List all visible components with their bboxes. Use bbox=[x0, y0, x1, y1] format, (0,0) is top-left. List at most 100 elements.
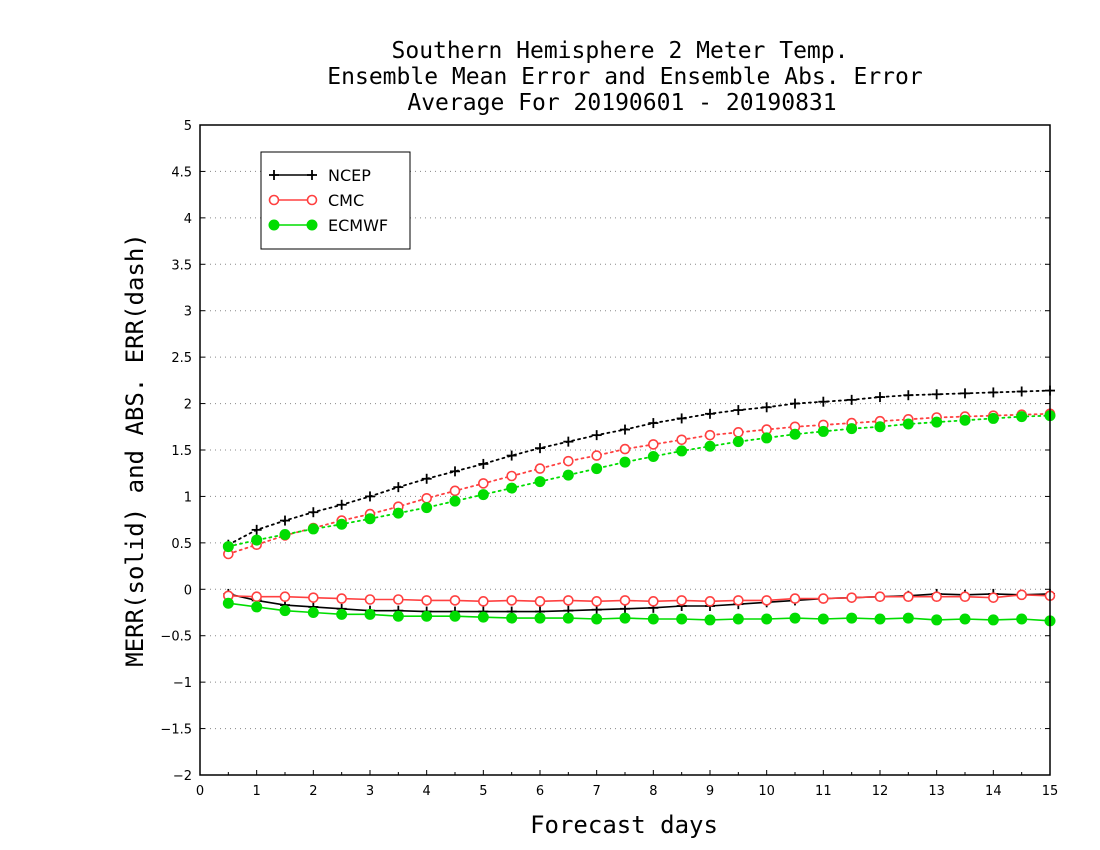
legend: NCEP CMC ECMWF bbox=[260, 151, 411, 250]
ecmwf-abs-err-point bbox=[874, 421, 886, 433]
ecmwf-abs-err-point bbox=[789, 428, 801, 440]
ecmwf-merr-point bbox=[817, 613, 829, 625]
cmc-merr-point bbox=[279, 591, 291, 603]
cmc-merr-point bbox=[619, 595, 631, 606]
ecmwf-abs-err-point bbox=[279, 529, 291, 540]
ecmwf-abs-err-point bbox=[647, 451, 659, 462]
ecmwf-abs-err-point bbox=[591, 463, 603, 475]
y-tick-label: −1.5 bbox=[160, 723, 192, 738]
ecmwf-merr-point bbox=[874, 613, 886, 625]
cmc-merr-point bbox=[308, 592, 319, 603]
ecmwf-merr-line bbox=[228, 602, 1051, 622]
legend-marker-cmc-start bbox=[268, 194, 280, 206]
x-tick-label: 8 bbox=[649, 784, 657, 799]
cmc-abs-err-point bbox=[591, 450, 602, 461]
cmc-merr-point bbox=[591, 596, 602, 607]
ecmwf-abs-err-point bbox=[421, 502, 433, 514]
cmc-merr-point bbox=[676, 595, 687, 606]
cmc-merr-point bbox=[364, 594, 376, 605]
cmc-merr-point bbox=[421, 595, 432, 606]
ncep-abs-err-point bbox=[450, 466, 460, 477]
cmc-merr-point bbox=[506, 595, 517, 606]
ncep-abs-err-point bbox=[393, 482, 404, 493]
y-tick-label: −1 bbox=[173, 676, 192, 691]
ecmwf-merr-point bbox=[619, 612, 631, 624]
ncep-abs-err-point bbox=[846, 394, 857, 405]
cmc-abs-err-point bbox=[421, 492, 432, 504]
ecmwf-abs-err-point bbox=[222, 541, 234, 553]
ncep-abs-err-point bbox=[365, 491, 375, 502]
legend-marker-ncep-start bbox=[269, 170, 279, 180]
ecmwf-abs-err-point bbox=[959, 414, 971, 426]
ecmwf-merr-point bbox=[222, 597, 234, 609]
series-layer bbox=[222, 385, 1056, 627]
cmc-merr-line bbox=[228, 594, 1051, 603]
ecmwf-abs-err-point bbox=[987, 412, 999, 424]
x-tick-label: 9 bbox=[706, 784, 714, 799]
legend-marker-ecmwf-start bbox=[268, 219, 280, 231]
ncep-abs-err-point bbox=[988, 387, 999, 398]
cmc-merr-point bbox=[988, 592, 999, 603]
ecmwf-merr-point bbox=[364, 608, 376, 620]
cmc-merr-point bbox=[903, 591, 914, 603]
legend-marker-ecmwf-end bbox=[306, 219, 318, 231]
ncep-abs-err-point bbox=[506, 450, 517, 461]
cmc-abs-err-point bbox=[478, 478, 489, 489]
cmc-merr-point bbox=[761, 595, 772, 606]
y-tick-label: 2.5 bbox=[171, 351, 192, 366]
ecmwf-abs-err-point bbox=[619, 456, 631, 468]
ncep-abs-err-point bbox=[620, 424, 630, 435]
ncep-abs-err-point bbox=[931, 389, 942, 400]
y-tick-label: 1.5 bbox=[171, 444, 192, 459]
legend-marker-ncep-end bbox=[307, 170, 317, 180]
ecmwf-abs-err-point bbox=[1016, 411, 1028, 423]
x-tick-label: 15 bbox=[1042, 784, 1059, 799]
ncep-abs-err-point bbox=[1016, 386, 1027, 397]
x-tick-label: 3 bbox=[366, 784, 374, 799]
ncep-abs-err-point bbox=[563, 436, 574, 447]
ncep-abs-err-point bbox=[790, 398, 800, 409]
y-tick-label: 0.5 bbox=[171, 537, 192, 552]
ecmwf-merr-point bbox=[534, 612, 546, 624]
x-tick-label: 10 bbox=[758, 784, 775, 799]
ecmwf-abs-err-point bbox=[817, 425, 829, 437]
cmc-abs-err-line bbox=[227, 412, 1051, 555]
cmc-abs-err-point bbox=[506, 470, 517, 482]
legend-label-ecmwf: ECMWF bbox=[328, 216, 388, 235]
x-tick-label: 1 bbox=[253, 784, 261, 799]
ecmwf-merr-point bbox=[421, 610, 433, 622]
ecmwf-abs-err-point bbox=[846, 423, 858, 435]
ecmwf-merr-point bbox=[307, 607, 319, 618]
cmc-abs-err-point bbox=[676, 434, 687, 446]
ncep-abs-err-point bbox=[733, 405, 744, 416]
cmc-abs-err-point bbox=[619, 443, 631, 455]
ecmwf-merr-point bbox=[647, 613, 659, 625]
cmc-merr-point bbox=[959, 591, 971, 603]
y-tick-label: 3.5 bbox=[171, 258, 192, 273]
cmc-merr-point bbox=[336, 593, 347, 604]
ncep-abs-err-point bbox=[875, 392, 885, 403]
ecmwf-abs-err-point bbox=[732, 436, 744, 448]
chart-title: Southern Hemisphere 2 Meter Temp. Ensemb… bbox=[327, 38, 922, 116]
y-tick-label: 1 bbox=[184, 490, 192, 505]
ecmwf-merr-point bbox=[959, 613, 971, 625]
ecmwf-merr-point bbox=[931, 614, 943, 626]
ecmwf-merr-point bbox=[732, 613, 744, 625]
cmc-abs-err-point bbox=[704, 429, 716, 441]
y-tick-label: 5 bbox=[184, 119, 192, 134]
ecmwf-abs-err-point bbox=[336, 518, 348, 530]
cmc-merr-point bbox=[931, 591, 942, 603]
ncep-abs-err-point bbox=[591, 430, 602, 441]
y-tick-label: 4 bbox=[184, 212, 192, 227]
ecmwf-merr-point bbox=[1016, 613, 1028, 625]
ecmwf-abs-err-point bbox=[364, 513, 376, 525]
ncep-abs-err-point bbox=[336, 499, 347, 510]
ecmwf-abs-err-point bbox=[902, 418, 914, 430]
y-tick-label: 3 bbox=[184, 305, 192, 320]
ncep-abs-err-point bbox=[280, 515, 290, 526]
cmc-merr-point bbox=[393, 594, 404, 605]
ncep-abs-err-point bbox=[761, 402, 772, 413]
ecmwf-merr-point bbox=[279, 605, 291, 617]
ecmwf-abs-err-point bbox=[506, 482, 518, 494]
